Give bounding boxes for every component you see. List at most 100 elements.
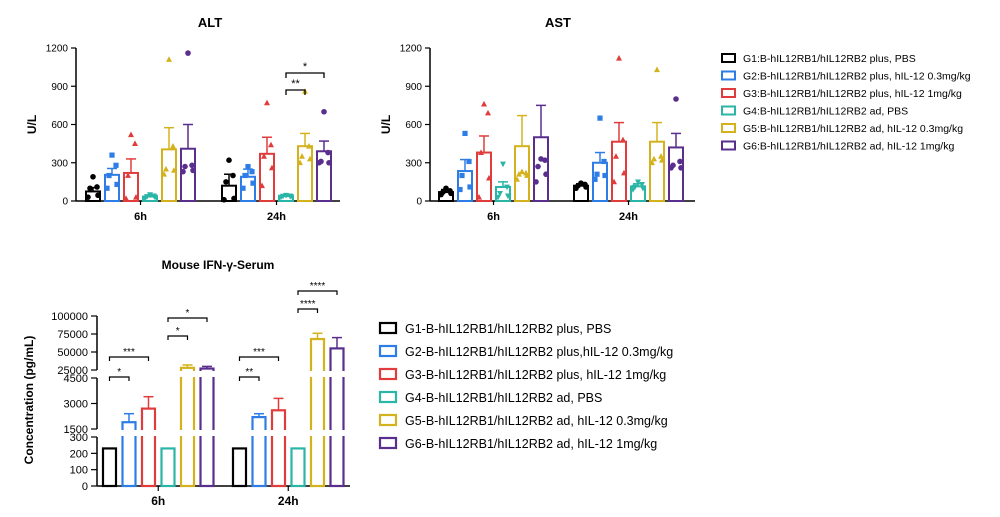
y-tick-label: 75000 xyxy=(57,329,88,341)
significance-label: *** xyxy=(123,347,135,358)
data-point-G4 xyxy=(640,185,646,192)
data-point-G2 xyxy=(242,172,248,179)
y-tick-label: 25000 xyxy=(57,365,88,377)
legend-label-G6: G6:B-hIL12RB1/hIL12RB2 ad, hIL-12 1mg/kg xyxy=(743,141,954,153)
x-tick-label: 6h xyxy=(151,494,165,508)
significance-bracket xyxy=(108,356,150,361)
bar-G6 xyxy=(316,150,332,202)
legend-swatch-G6 xyxy=(378,436,398,450)
data-point-G4 xyxy=(147,192,153,198)
legend-swatch-G3 xyxy=(378,367,398,381)
data-point-G3 xyxy=(476,193,482,200)
legend-swatch-G5 xyxy=(721,123,736,133)
data-point-G2 xyxy=(109,152,115,158)
axis-break-gap xyxy=(328,430,346,436)
data-point-G6 xyxy=(538,156,544,162)
data-point-G2 xyxy=(462,130,468,137)
bar-G5 xyxy=(649,140,665,202)
significance-label: *** xyxy=(253,347,265,358)
data-point-G4 xyxy=(635,179,641,186)
data-point-G5 xyxy=(649,159,655,166)
significance-bracket xyxy=(108,376,130,381)
data-point-G1 xyxy=(231,195,237,202)
legend-swatch-G2 xyxy=(378,344,398,358)
data-point-G5 xyxy=(658,153,664,159)
data-point-G5 xyxy=(514,176,520,182)
legend-swatch-G2 xyxy=(721,70,736,81)
data-point-G3 xyxy=(259,182,265,189)
data-point-G3 xyxy=(123,195,129,201)
significance-bracket xyxy=(285,89,306,95)
data-point-G6 xyxy=(543,171,549,178)
bar-G5 xyxy=(179,366,196,488)
significance-label: * xyxy=(303,61,308,73)
axis-break-gap xyxy=(179,371,196,377)
legend-label-G3: G3-B-hIL12RB1/hIL12RB2 plus, hIL-12 1mg/… xyxy=(405,368,666,382)
significance-label: **** xyxy=(300,299,316,310)
data-point-G3 xyxy=(125,172,131,178)
data-point-G2 xyxy=(592,176,598,182)
data-point-G1 xyxy=(95,192,101,199)
data-point-G3 xyxy=(613,153,619,159)
data-point-G1 xyxy=(447,188,453,194)
data-point-G1 xyxy=(440,189,446,195)
data-point-G3 xyxy=(481,100,487,107)
axis-break-gap xyxy=(328,371,346,377)
data-point-G4 xyxy=(632,184,638,191)
data-point-G2 xyxy=(240,185,246,191)
bar-G6 xyxy=(533,136,549,202)
data-point-G3 xyxy=(621,169,627,176)
data-point-G4 xyxy=(144,194,150,200)
y-tick-label: 900 xyxy=(405,82,422,93)
data-point-G6 xyxy=(677,158,683,165)
bar-G3 xyxy=(270,409,287,488)
y-tick-label: 0 xyxy=(82,481,88,493)
data-point-G3 xyxy=(486,174,492,181)
data-point-G2 xyxy=(602,172,608,179)
data-point-G4 xyxy=(287,193,293,200)
data-point-G2 xyxy=(597,115,603,121)
significance-bracket xyxy=(167,335,189,340)
data-point-G3 xyxy=(616,55,622,61)
significance-label: ** xyxy=(245,367,253,378)
data-point-G6 xyxy=(326,159,332,166)
data-point-G6 xyxy=(321,108,327,115)
data-point-G2 xyxy=(601,158,607,165)
axis-break-gap xyxy=(198,371,216,377)
data-point-G6 xyxy=(325,149,331,156)
data-point-G3 xyxy=(620,136,626,143)
data-point-G5 xyxy=(659,157,665,163)
data-point-G2 xyxy=(106,172,112,179)
y-axis-label: Concentration (pg/mL) xyxy=(22,336,36,465)
data-point-G5 xyxy=(516,171,522,177)
y-tick-label: 600 xyxy=(51,120,68,131)
legend-label-G1: G1:B-hIL12RB1/hIL12RB2 plus, PBS xyxy=(743,53,916,65)
data-point-G6 xyxy=(678,165,684,171)
data-point-G3 xyxy=(264,99,270,106)
data-point-G2 xyxy=(467,184,473,190)
legend-label-G1: G1-B-hIL12RB1/hIL12RB2 plus, PBS xyxy=(405,322,611,336)
bar-G4 xyxy=(290,447,306,488)
data-point-G4 xyxy=(500,161,506,168)
y-tick-label: 100000 xyxy=(51,311,88,323)
legend-label-G3: G3:B-hIL12RB1/hIL12RB2 plus, hIL-12 1mg/… xyxy=(743,88,962,100)
data-point-G1 xyxy=(85,194,91,200)
bar-G6 xyxy=(668,146,684,202)
data-point-G3 xyxy=(128,131,134,138)
x-tick-label: 24h xyxy=(278,494,299,508)
data-point-G1 xyxy=(221,196,227,203)
data-point-G4 xyxy=(497,190,503,197)
data-point-G3 xyxy=(485,109,491,116)
y-tick-label: 1200 xyxy=(400,44,423,55)
bar-G4 xyxy=(160,447,176,488)
data-point-G3 xyxy=(611,178,617,185)
significance-bracket xyxy=(285,72,325,78)
data-point-G3 xyxy=(132,140,138,147)
data-point-G6 xyxy=(533,179,539,185)
chart-title: Mouse IFN-γ-Serum xyxy=(162,258,275,272)
y-tick-label: 50000 xyxy=(57,347,88,359)
legend-swatch-G3 xyxy=(721,88,736,98)
y-tick-label: 0 xyxy=(416,197,422,208)
y-tick-label: 900 xyxy=(51,82,68,93)
data-point-G2 xyxy=(113,162,119,168)
